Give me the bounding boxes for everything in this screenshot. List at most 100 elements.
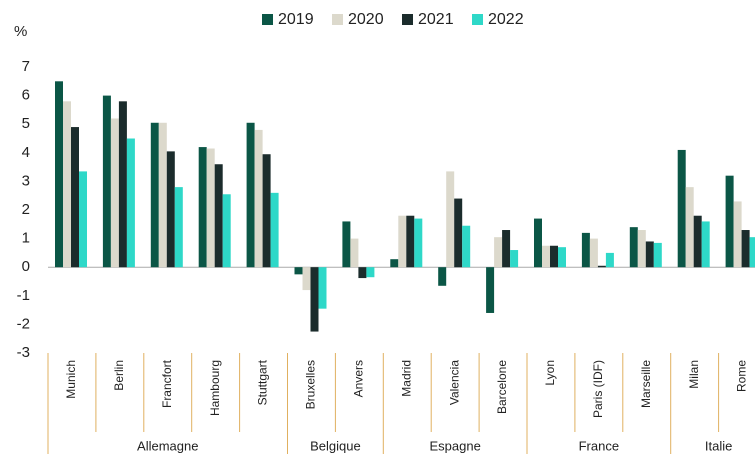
y-tick-label: 1 — [22, 230, 30, 247]
bar — [693, 215, 702, 268]
bar — [494, 237, 503, 268]
bar — [605, 252, 614, 268]
y-tick-label: -1 — [17, 287, 30, 304]
bar — [741, 230, 750, 268]
bar — [510, 250, 519, 268]
bar — [318, 267, 327, 309]
bar — [398, 215, 407, 268]
bar — [294, 267, 303, 275]
y-tick-label: 7 — [22, 58, 30, 75]
legend-swatch — [262, 14, 273, 25]
group-label: France — [579, 438, 619, 453]
bar — [438, 267, 447, 286]
y-tick-label: 0 — [22, 258, 30, 275]
bar — [270, 192, 279, 268]
legend-swatch — [332, 14, 343, 25]
x-tick-label: Paris (IDF) — [591, 360, 605, 418]
bar — [462, 225, 471, 268]
x-tick-label: Valencia — [447, 360, 461, 405]
bar — [102, 95, 111, 268]
bar — [685, 187, 694, 268]
bar — [174, 187, 183, 268]
bar — [542, 245, 550, 268]
bar — [310, 267, 319, 332]
x-tick-label: Berlin — [112, 360, 126, 391]
x-tick-label: Stuttgart — [256, 359, 270, 405]
bar — [390, 259, 399, 268]
bar — [701, 221, 710, 268]
bar — [550, 245, 558, 268]
bar — [534, 218, 542, 268]
bar — [558, 247, 566, 268]
bar — [581, 232, 590, 268]
x-tick-label: Munich — [64, 360, 78, 399]
bar — [637, 230, 646, 268]
bar — [222, 194, 231, 268]
bar — [486, 267, 495, 313]
bar — [302, 267, 311, 291]
legend-label: 2019 — [278, 11, 314, 28]
bar — [350, 238, 359, 268]
bar — [589, 238, 598, 268]
bar — [645, 241, 654, 268]
bar — [158, 122, 167, 268]
bar — [446, 171, 455, 268]
bar — [254, 129, 263, 268]
bar — [342, 221, 351, 268]
bar — [653, 242, 662, 268]
x-tick-label: Madrid — [399, 360, 413, 397]
x-tick-label: Rome — [735, 360, 749, 392]
bar — [71, 127, 79, 268]
bar — [358, 267, 367, 279]
x-tick-label: Milan — [687, 360, 701, 389]
bar — [502, 230, 511, 268]
y-tick-label: 6 — [22, 87, 30, 104]
x-tick-label: Hambourg — [208, 360, 222, 416]
bar — [198, 147, 207, 268]
group-label: Italie — [705, 438, 732, 453]
y-tick-label: 5 — [22, 115, 30, 132]
y-tick-label: -3 — [17, 344, 30, 361]
bar — [206, 148, 215, 268]
bar — [55, 81, 63, 268]
bar — [406, 215, 415, 268]
bar — [725, 175, 734, 268]
legend-label: 2022 — [488, 11, 524, 28]
bar — [366, 267, 375, 278]
legend-swatch — [402, 14, 413, 25]
bar — [150, 122, 159, 268]
bar — [454, 198, 463, 268]
bar — [166, 151, 175, 268]
y-tick-label: 2 — [22, 201, 30, 218]
group-label: Allemagne — [137, 438, 198, 453]
bar — [63, 101, 71, 268]
legend-swatch — [472, 14, 483, 25]
group-label: Espagne — [429, 438, 480, 453]
bar — [79, 171, 87, 268]
y-unit: % — [14, 23, 27, 40]
x-tick-label: Barcelone — [495, 360, 509, 414]
bar — [414, 218, 423, 268]
x-tick-label: Lyon — [543, 360, 557, 386]
legend-label: 2021 — [418, 11, 454, 28]
bar — [677, 149, 686, 268]
bar — [749, 237, 755, 268]
legend-label: 2020 — [348, 11, 384, 28]
bar — [126, 138, 135, 268]
bar — [214, 164, 223, 268]
y-tick-label: -2 — [17, 315, 30, 332]
bar — [629, 227, 638, 268]
bar — [262, 154, 271, 268]
group-label: Belgique — [310, 438, 361, 453]
bar — [597, 265, 606, 268]
y-tick-label: 4 — [22, 144, 30, 161]
x-tick-label: Anvers — [352, 360, 366, 397]
x-tick-label: Marseille — [639, 360, 653, 408]
y-tick-label: 3 — [22, 172, 30, 189]
bar — [110, 118, 119, 268]
bar — [118, 101, 127, 268]
bar — [733, 201, 742, 268]
bar — [246, 122, 255, 268]
x-tick-label: Bruxelles — [304, 360, 318, 409]
